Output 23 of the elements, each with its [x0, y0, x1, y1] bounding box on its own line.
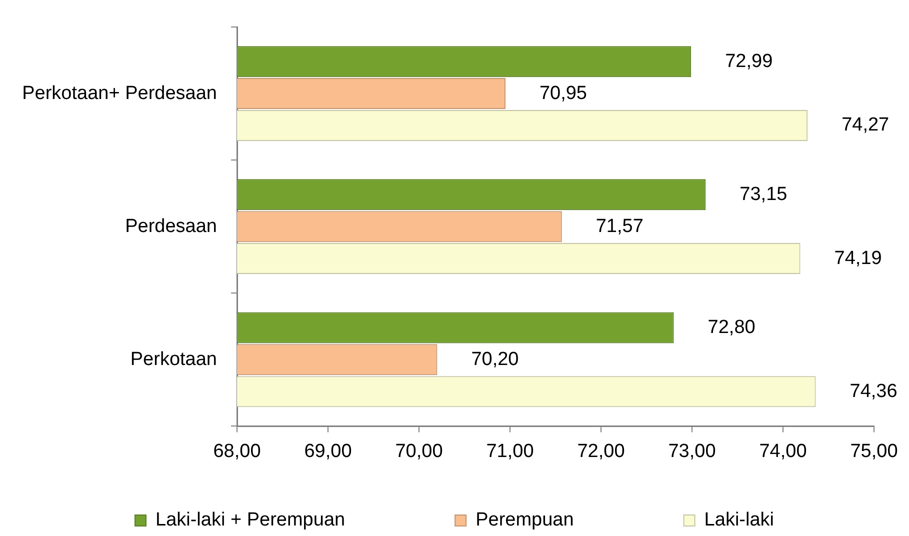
y-tick-label: Perkotaan+ Perdesaan	[22, 82, 217, 104]
y-tick-label: Perkotaan	[130, 348, 217, 370]
data-label: 74,27	[842, 114, 890, 136]
data-label: 73,15	[740, 184, 788, 205]
x-tick-label: 75,00	[850, 440, 898, 462]
data-label: 72,99	[725, 50, 773, 72]
data-label: 74,19	[834, 248, 882, 269]
data-label: 70,20	[471, 348, 519, 370]
x-tick-label: 73,00	[668, 440, 716, 462]
x-tick-label: 69,00	[304, 440, 352, 462]
legend-label: Laki-laki + Perempuan	[156, 510, 346, 531]
x-tick-label: 74,00	[759, 440, 807, 462]
x-tick-label: 71,00	[486, 440, 534, 462]
x-tick-label: 72,00	[577, 440, 625, 462]
legend-label: Laki-laki	[704, 510, 774, 531]
data-label: 72,80	[708, 316, 756, 338]
data-label: 70,95	[539, 82, 587, 104]
y-tick-label: Perdesaan	[125, 216, 217, 237]
data-label: 71,57	[596, 216, 644, 237]
x-tick-label: 70,00	[395, 440, 443, 462]
legend-label: Perempuan	[476, 510, 574, 531]
x-tick-label: 68,00	[213, 440, 261, 462]
data-label: 74,36	[850, 380, 898, 402]
